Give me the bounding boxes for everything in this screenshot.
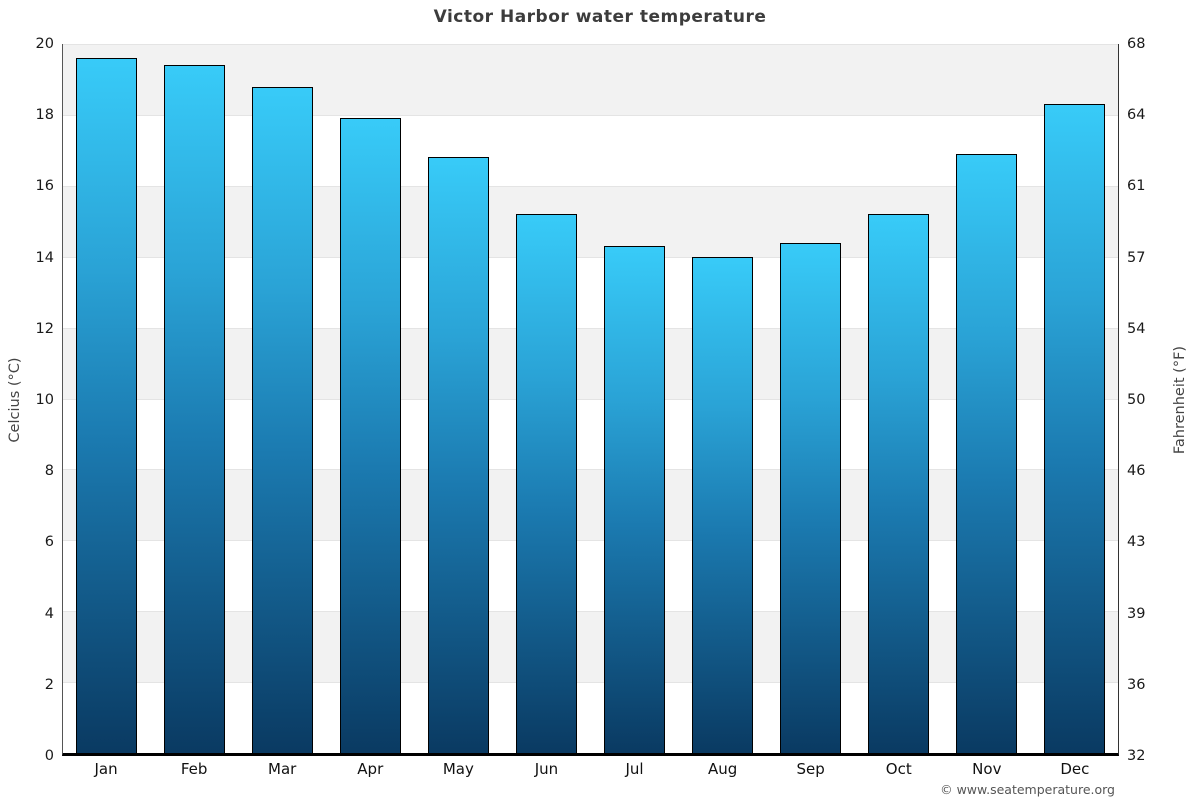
y-tick-right-39: 39 <box>1127 605 1146 622</box>
x-tick-jan: Jan <box>94 760 118 778</box>
bar-slot-oct <box>854 44 942 753</box>
bar-slot-apr <box>327 44 415 753</box>
y-tick-left-14: 14 <box>35 249 54 266</box>
bar-jul <box>603 246 665 753</box>
y-tick-right-68: 68 <box>1127 36 1146 52</box>
y-tick-right-57: 57 <box>1127 249 1146 266</box>
y-tick-right-61: 61 <box>1127 178 1146 195</box>
grid-band-10-8 <box>63 398 1118 470</box>
y-tick-left-8: 8 <box>44 463 54 480</box>
bar-nov <box>955 153 1017 753</box>
y-tick-left-0: 0 <box>44 748 54 764</box>
y-tick-left-12: 12 <box>35 320 54 337</box>
x-tick-dec: Dec <box>1060 760 1090 778</box>
bar-dec <box>1043 104 1105 753</box>
bar-may <box>428 157 490 753</box>
y-axis-right-ticks: 68 64 61 57 54 50 46 43 39 36 32 <box>1127 36 1187 764</box>
grid-band-20-18 <box>63 44 1118 115</box>
bar-aug <box>691 256 753 753</box>
x-tick-oct: Oct <box>885 760 912 778</box>
bar-slot-jan <box>63 44 151 753</box>
bar-oct <box>867 214 929 753</box>
bar-sep <box>779 242 841 753</box>
grid-band-18-16 <box>63 114 1118 186</box>
x-tick-apr: Apr <box>357 760 384 778</box>
bar-mar <box>252 86 314 753</box>
bar-apr <box>340 118 402 753</box>
grid-band-12-10 <box>63 327 1118 399</box>
y-tick-left-18: 18 <box>35 107 54 124</box>
bar-slot-jun <box>503 44 591 753</box>
bar-slot-nov <box>942 44 1030 753</box>
x-tick-feb: Feb <box>180 760 208 778</box>
grid-band-4-2 <box>63 611 1118 683</box>
y-tick-right-32: 32 <box>1127 748 1146 764</box>
x-axis-month-labels: Jan Feb Mar Apr May Jun Jul Aug Sep Oct Nov Dec <box>62 760 1119 778</box>
x-tick-jul: Jul <box>625 760 644 778</box>
x-tick-may: May <box>442 760 474 778</box>
y-axis-label-fahrenheit: Fahrenheit (°F) <box>1172 345 1188 455</box>
y-tick-right-43: 43 <box>1127 534 1146 551</box>
y-tick-right-64: 64 <box>1127 107 1146 124</box>
x-tick-jun: Jun <box>534 760 559 778</box>
y-axis-label-celsius: Celcius (°C) <box>7 357 23 443</box>
y-tick-left-2: 2 <box>44 676 54 693</box>
bars-container <box>63 44 1118 753</box>
bar-jan <box>76 58 138 753</box>
bar-slot-aug <box>678 44 766 753</box>
x-tick-mar: Mar <box>268 760 297 778</box>
y-tick-right-36: 36 <box>1127 676 1146 693</box>
y-tick-right-54: 54 <box>1127 320 1146 337</box>
y-tick-left-10: 10 <box>35 392 54 408</box>
grid-band-16-14 <box>63 185 1118 257</box>
y-tick-right-50: 50 <box>1127 392 1146 408</box>
bar-jun <box>516 214 578 753</box>
grid-band-2-0 <box>63 682 1118 754</box>
y-tick-right-46: 46 <box>1127 463 1146 480</box>
y-tick-left-4: 4 <box>44 605 54 622</box>
bar-slot-sep <box>766 44 854 753</box>
background-bands <box>63 44 1118 754</box>
bar-feb <box>164 65 226 753</box>
bar-slot-may <box>415 44 503 753</box>
y-tick-left-16: 16 <box>35 178 54 195</box>
plot-area <box>62 44 1119 756</box>
y-axis-left-ticks: 20 18 16 14 12 10 8 6 4 2 0 <box>0 36 54 764</box>
bar-slot-jul <box>591 44 679 753</box>
chart-title: Victor Harbor water temperature <box>433 7 767 27</box>
y-tick-left-6: 6 <box>44 534 54 551</box>
x-tick-nov: Nov <box>972 760 1002 778</box>
grid-band-8-6 <box>63 469 1118 541</box>
grid-band-6-4 <box>63 540 1118 612</box>
bar-slot-mar <box>239 44 327 753</box>
x-tick-sep: Sep <box>796 760 825 778</box>
copyright-footer: © www.seatemperature.org <box>940 782 1115 797</box>
x-tick-aug: Aug <box>707 760 738 778</box>
bar-slot-feb <box>151 44 239 753</box>
y-tick-left-20: 20 <box>35 36 54 52</box>
bar-slot-dec <box>1030 44 1118 753</box>
grid-band-14-12 <box>63 256 1118 328</box>
